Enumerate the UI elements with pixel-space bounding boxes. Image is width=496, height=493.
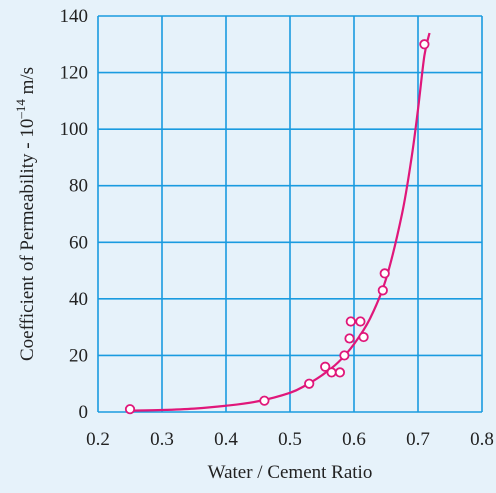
data-point (304, 378, 315, 389)
y-axis-title-unit: m/s (17, 67, 38, 99)
data-point (379, 268, 390, 279)
y-axis-title-prefix: Coefficient of Permeability - 10 (17, 119, 38, 361)
data-point (377, 285, 388, 296)
data-point (334, 367, 346, 378)
x-tick-label: 0.7 (406, 429, 430, 450)
x-tick-label: 0.2 (86, 429, 110, 450)
data-point (326, 367, 337, 378)
data-point (339, 350, 350, 361)
y-tick-label: 80 (69, 176, 88, 197)
grid (97, 15, 483, 413)
y-axis-title-exponent: –14 (13, 99, 28, 120)
data-points (124, 39, 430, 415)
data-point (355, 316, 366, 327)
data-point (124, 404, 136, 415)
y-tick-label: 100 (60, 119, 89, 140)
y-tick-labels: 0 20 40 60 80 100 120 140 (60, 6, 89, 423)
data-point (358, 331, 369, 343)
x-tick-labels: 0.2 0.3 0.4 0.5 0.6 0.7 0.8 (86, 429, 494, 450)
x-tick-label: 0.3 (150, 429, 174, 450)
data-point (344, 333, 355, 344)
data-point (345, 316, 356, 327)
x-tick-label: 0.5 (278, 429, 302, 450)
x-tick-label: 0.4 (214, 429, 238, 450)
y-tick-label: 120 (60, 63, 89, 84)
data-point (259, 395, 270, 406)
data-point (419, 39, 430, 50)
x-tick-label: 0.6 (342, 429, 366, 450)
y-tick-label: 60 (69, 232, 88, 253)
data-point (320, 361, 331, 372)
x-axis-title: Water / Cement Ratio (208, 462, 373, 483)
y-tick-label: 40 (69, 289, 88, 310)
trend-curve (133, 32, 431, 412)
x-tick-label: 0.8 (470, 429, 494, 450)
y-tick-label: 20 (69, 345, 88, 366)
y-tick-label: 0 (79, 402, 89, 423)
y-axis-title: Coefficient of Permeability - 10–14 m/s (13, 67, 38, 361)
y-tick-label: 140 (60, 6, 89, 27)
